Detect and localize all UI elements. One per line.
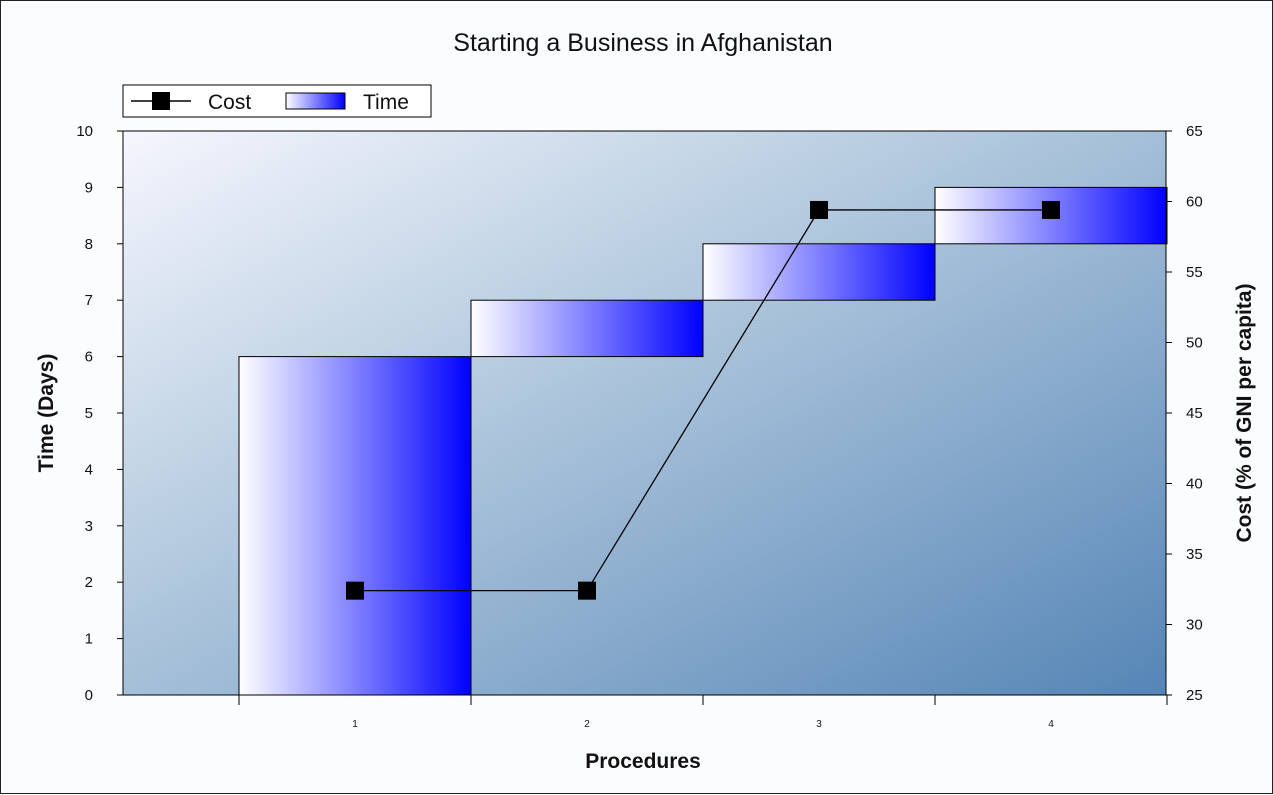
y-tick-label-1: 1 — [85, 631, 93, 648]
legend: Cost Time — [122, 84, 432, 118]
y2-tick-label-65: 65 — [1186, 123, 1203, 140]
legend-cost-marker — [152, 92, 170, 110]
y-tick-label-9: 9 — [85, 179, 93, 196]
y-tick-label-10: 10 — [76, 123, 93, 140]
y-tick-label-2: 2 — [85, 574, 93, 591]
x-axis-title: Procedures — [585, 750, 701, 773]
x-tick-label-1: 1 — [352, 719, 358, 730]
x-tick-label-4: 4 — [1048, 719, 1054, 730]
cost-marker-4 — [1042, 200, 1060, 219]
x-tick-label-3: 3 — [816, 719, 822, 730]
right-axis-ticks: 25 30 35 40 45 50 55 60 65 — [1166, 123, 1203, 704]
y2-tick-label-30: 30 — [1186, 617, 1203, 634]
y-tick-label-0: 0 — [85, 687, 93, 704]
cost-line-series — [346, 200, 1060, 600]
legend-time-label: Time — [363, 91, 409, 114]
y-tick-label-3: 3 — [85, 518, 93, 535]
y-tick-label-5: 5 — [85, 405, 93, 422]
y-tick-label-7: 7 — [85, 292, 93, 309]
cost-line — [355, 209, 1051, 592]
y2-tick-label-25: 25 — [1186, 687, 1203, 704]
time-bar-3 — [702, 243, 936, 301]
legend-cost-label: Cost — [208, 91, 251, 114]
left-axis-ticks: 0 1 2 3 4 5 6 7 8 9 10 — [76, 123, 123, 704]
y2-tick-label-35: 35 — [1186, 546, 1203, 563]
y2-tick-label-50: 50 — [1186, 335, 1203, 352]
y-tick-label-4: 4 — [85, 461, 93, 478]
y2-tick-label-45: 45 — [1186, 405, 1203, 422]
time-bar-1 — [238, 356, 472, 696]
y2-tick-label-60: 60 — [1186, 194, 1203, 211]
y2-axis-title: Cost (% of GNI per capita) — [1233, 283, 1256, 542]
cost-marker-1 — [346, 581, 364, 600]
y-tick-label-6: 6 — [85, 349, 93, 366]
y-axis-title: Time (Days) — [35, 354, 58, 473]
legend-time-swatch — [285, 92, 346, 110]
time-bar-2 — [470, 299, 704, 358]
y2-tick-label-40: 40 — [1186, 476, 1203, 493]
y2-tick-label-55: 55 — [1186, 264, 1203, 281]
cost-marker-3 — [810, 200, 828, 219]
y-tick-label-8: 8 — [85, 236, 93, 253]
chart-title: Starting a Business in Afghanistan — [453, 29, 832, 57]
x-tick-label-2: 2 — [584, 719, 590, 730]
cost-marker-2 — [578, 581, 596, 600]
x-axis-ticks: 1 2 3 4 — [238, 695, 1168, 730]
